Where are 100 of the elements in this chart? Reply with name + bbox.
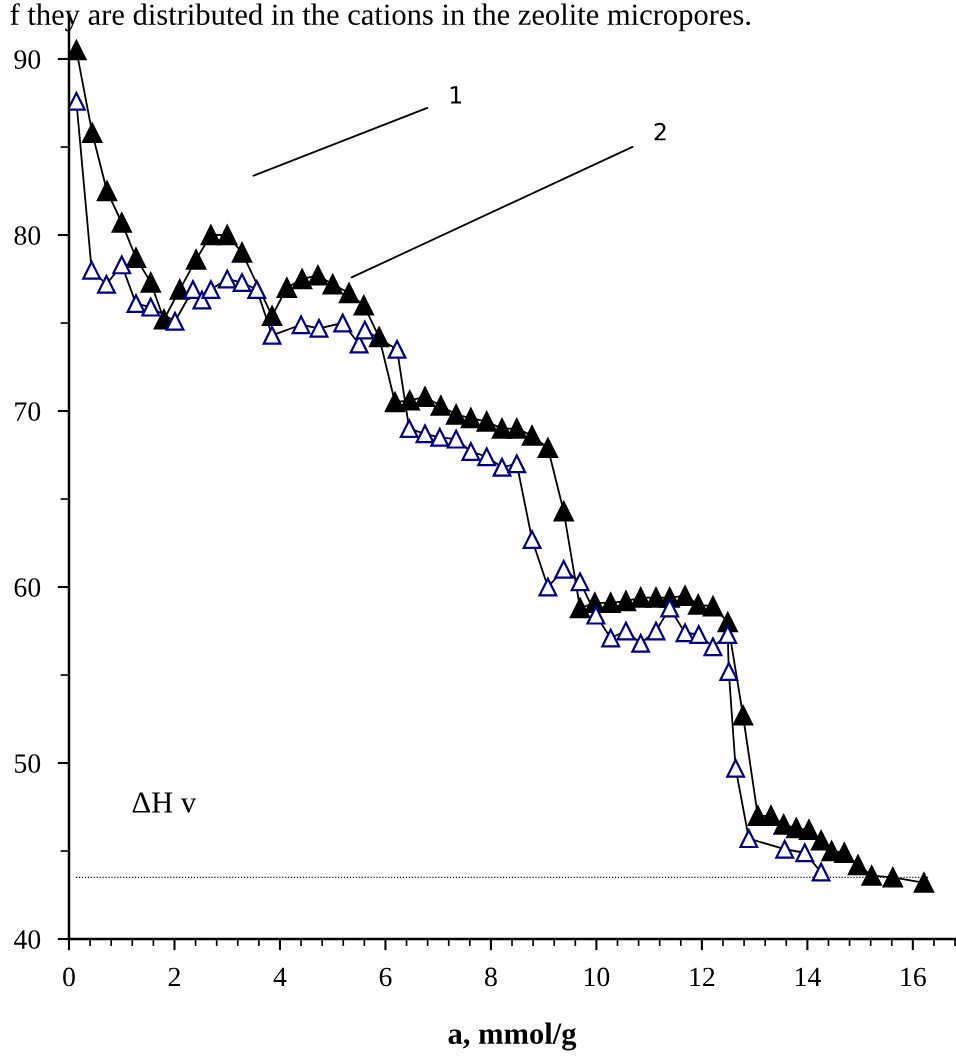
point: [688, 594, 709, 615]
point: [387, 339, 407, 359]
point: [616, 621, 636, 641]
point: [192, 290, 212, 310]
point: [477, 447, 497, 467]
point: [460, 407, 482, 429]
x-tick-label: 6: [379, 967, 392, 987]
point: [111, 212, 132, 233]
x-axis-title: a, mmol/g: [448, 1022, 577, 1051]
point: [125, 247, 147, 269]
point: [537, 437, 559, 459]
point: [201, 280, 221, 299]
point: [601, 628, 621, 648]
point: [569, 597, 591, 619]
point: [261, 305, 283, 327]
point: [522, 530, 542, 549]
x-tick-label: 8: [485, 967, 497, 987]
point: [322, 274, 343, 295]
point: [399, 390, 420, 411]
point: [810, 830, 832, 851]
point: [415, 424, 435, 444]
point: [726, 758, 746, 778]
y-tick-label: 90: [14, 50, 41, 69]
point: [775, 839, 795, 859]
point: [414, 386, 436, 408]
point: [368, 326, 390, 348]
point: [276, 277, 297, 298]
point: [338, 282, 360, 304]
point: [165, 311, 185, 331]
point: [718, 625, 738, 644]
x-tick-label: 2: [168, 967, 180, 987]
x-tick-label: 14: [795, 967, 821, 987]
ref-line-label: ΔH v: [132, 792, 197, 813]
point: [247, 280, 267, 299]
point: [507, 454, 527, 474]
point: [674, 585, 696, 606]
point: [732, 705, 754, 726]
point: [834, 842, 855, 863]
point: [798, 819, 820, 841]
point: [702, 596, 724, 617]
x-tick-label: 16: [901, 967, 926, 987]
point: [217, 269, 237, 289]
point: [309, 318, 329, 338]
point: [307, 265, 329, 286]
point: [96, 180, 118, 202]
point: [355, 320, 375, 340]
point: [630, 587, 651, 608]
point: [82, 122, 103, 144]
point: [333, 313, 353, 333]
point: [183, 280, 203, 299]
point: [232, 273, 252, 292]
point: [521, 425, 543, 446]
point: [291, 315, 311, 335]
point: [82, 260, 102, 280]
point: [112, 255, 132, 275]
point: [353, 295, 374, 316]
point: [600, 592, 621, 613]
point: [773, 814, 794, 835]
point: [445, 404, 467, 425]
point: [811, 862, 831, 882]
point: [476, 411, 497, 432]
point: [646, 621, 666, 641]
point: [689, 625, 709, 644]
point: [399, 419, 419, 439]
point: [200, 224, 222, 246]
point: [430, 427, 450, 447]
point: [631, 633, 651, 653]
point: [861, 865, 882, 886]
x-tick-label: 12: [690, 967, 715, 987]
y-tick-label: 50: [15, 754, 41, 773]
point: [291, 268, 313, 290]
point: [660, 598, 680, 618]
x-tick-label: 0: [63, 967, 75, 987]
point: [795, 843, 815, 863]
point: [506, 418, 527, 439]
point: [492, 457, 512, 477]
point: [719, 662, 739, 681]
annotation: 2: [654, 122, 666, 141]
annotation: f they are distributed in the cations in the zeolite micropores.: [10, 3, 750, 32]
point: [185, 249, 207, 270]
point: [126, 294, 146, 314]
point: [538, 577, 558, 597]
point: [97, 274, 116, 294]
point: [675, 623, 695, 643]
point: [446, 429, 466, 449]
x-tick-label: 10: [584, 967, 610, 987]
point: [913, 872, 935, 893]
point: [140, 272, 161, 293]
y-tick-label: 40: [13, 930, 41, 949]
point: [570, 572, 590, 592]
point: [231, 242, 253, 263]
point: [461, 442, 481, 461]
point: [703, 637, 723, 657]
point: [430, 395, 451, 416]
y-tick-label: 80: [14, 226, 41, 245]
annotation: 1: [450, 86, 462, 104]
point: [553, 501, 574, 522]
point: [169, 279, 190, 300]
point: [882, 867, 903, 888]
point: [847, 854, 869, 876]
